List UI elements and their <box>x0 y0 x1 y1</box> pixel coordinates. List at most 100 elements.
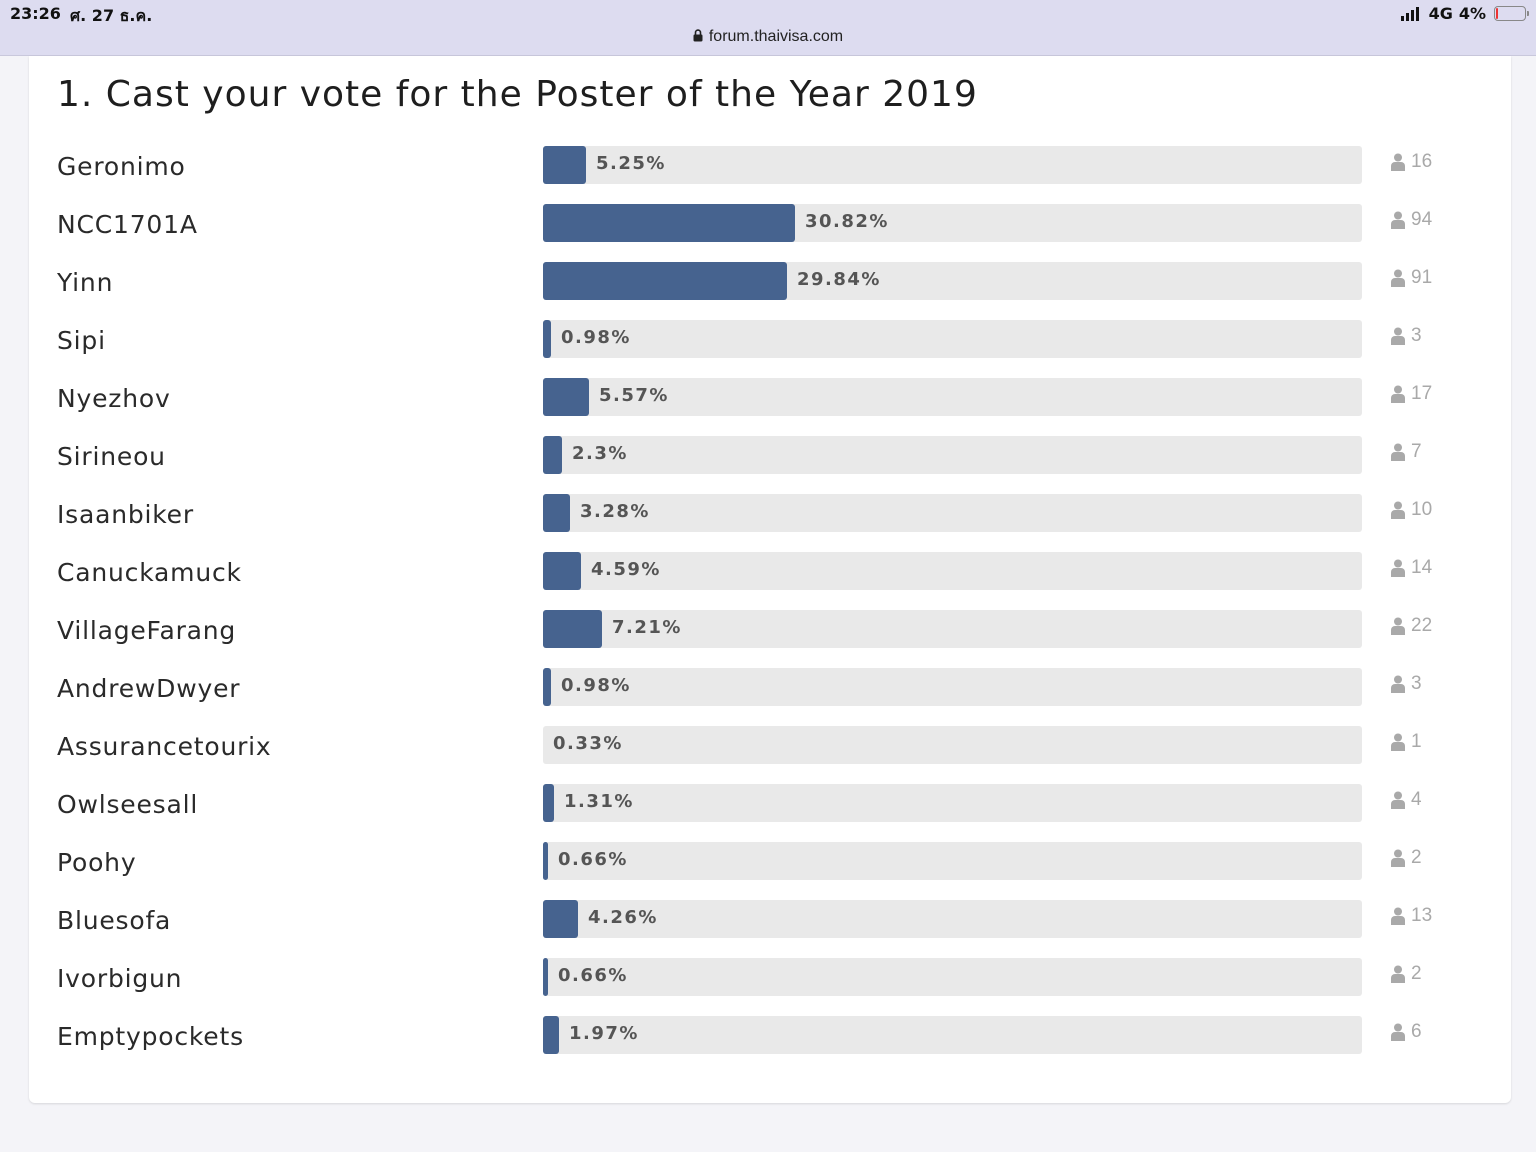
vote-count-number: 17 <box>1411 383 1433 404</box>
poll-title: 1. Cast your vote for the Poster of the … <box>57 74 978 115</box>
option-name: Yinn <box>57 268 114 297</box>
poll-option: Sipi 0.98% 3 <box>29 320 1511 360</box>
result-bar-track: 0.33% <box>543 726 1362 764</box>
result-bar-track: 29.84% <box>543 262 1362 300</box>
user-icon <box>1391 269 1405 287</box>
option-name: Canuckamuck <box>57 558 242 587</box>
poll-option: Ivorbigun 0.66% 2 <box>29 958 1511 998</box>
result-bar-fill <box>543 610 602 648</box>
option-name: Isaanbiker <box>57 500 194 529</box>
option-name: Poohy <box>57 848 137 877</box>
poll-option: Canuckamuck 4.59% 14 <box>29 552 1511 592</box>
poll-option: Emptypockets 1.97% 6 <box>29 1016 1511 1056</box>
vote-count-number: 94 <box>1411 209 1433 230</box>
result-percent: 4.26% <box>588 907 658 928</box>
option-name: Owlseesall <box>57 790 199 819</box>
vote-count-number: 7 <box>1411 441 1422 462</box>
status-time: 23:26 <box>10 4 61 23</box>
option-name: Nyezhov <box>57 384 171 413</box>
result-percent: 0.98% <box>561 327 631 348</box>
option-name: VillageFarang <box>57 616 237 645</box>
vote-count: 16 <box>1391 151 1432 173</box>
vote-count: 2 <box>1391 963 1422 985</box>
result-bar-fill <box>543 320 551 358</box>
lock-icon <box>693 29 703 42</box>
vote-count-number: 3 <box>1411 325 1422 346</box>
option-name: Assurancetourix <box>57 732 272 761</box>
user-icon <box>1391 907 1405 925</box>
option-name: Ivorbigun <box>57 964 183 993</box>
user-icon <box>1391 501 1405 519</box>
user-icon <box>1391 675 1405 693</box>
result-percent: 5.57% <box>599 385 669 406</box>
user-icon <box>1391 1023 1405 1041</box>
vote-count: 3 <box>1391 673 1422 695</box>
result-percent: 0.66% <box>558 849 628 870</box>
result-bar-track: 0.66% <box>543 842 1362 880</box>
user-icon <box>1391 327 1405 345</box>
result-bar-track: 5.57% <box>543 378 1362 416</box>
vote-count: 10 <box>1391 499 1432 521</box>
signal-icon <box>1400 6 1419 21</box>
vote-count-number: 4 <box>1411 789 1422 810</box>
result-bar-track: 4.26% <box>543 900 1362 938</box>
result-bar-fill <box>543 1016 559 1054</box>
user-icon <box>1391 965 1405 983</box>
status-right: 4G 4% <box>1400 4 1529 23</box>
poll-option: Isaanbiker 3.28% 10 <box>29 494 1511 534</box>
result-bar-fill <box>543 784 554 822</box>
result-bar-fill <box>543 958 548 996</box>
network-type: 4G <box>1428 4 1453 23</box>
vote-count-number: 2 <box>1411 847 1422 868</box>
vote-count-number: 16 <box>1411 151 1433 172</box>
vote-count: 94 <box>1391 209 1432 231</box>
address-bar[interactable]: forum.thaivisa.com <box>0 28 1536 46</box>
result-bar-track: 1.97% <box>543 1016 1362 1054</box>
result-bar-track: 1.31% <box>543 784 1362 822</box>
result-percent: 3.28% <box>580 501 650 522</box>
vote-count: 13 <box>1391 905 1432 927</box>
status-date: ศ. 27 ธ.ค. <box>70 6 153 25</box>
result-bar-track: 0.98% <box>543 320 1362 358</box>
user-icon <box>1391 443 1405 461</box>
result-bar-track: 3.28% <box>543 494 1362 532</box>
result-bar-fill <box>543 494 570 532</box>
poll-option: Owlseesall 1.31% 4 <box>29 784 1511 824</box>
result-bar-fill <box>543 436 562 474</box>
vote-count: 1 <box>1391 731 1422 753</box>
result-percent: 30.82% <box>805 211 889 232</box>
user-icon <box>1391 733 1405 751</box>
result-bar-fill <box>543 842 548 880</box>
result-bar-fill <box>543 668 551 706</box>
poll-option: Nyezhov 5.57% 17 <box>29 378 1511 418</box>
option-name: Bluesofa <box>57 906 172 935</box>
result-percent: 1.97% <box>569 1023 639 1044</box>
result-bar-track: 4.59% <box>543 552 1362 590</box>
result-percent: 0.33% <box>553 733 623 754</box>
result-percent: 29.84% <box>797 269 881 290</box>
result-bar-track: 30.82% <box>543 204 1362 242</box>
option-name: NCC1701A <box>57 210 198 239</box>
vote-count: 22 <box>1391 615 1432 637</box>
option-name: Sipi <box>57 326 106 355</box>
option-name: Sirineou <box>57 442 166 471</box>
vote-count-number: 13 <box>1411 905 1433 926</box>
result-bar-fill <box>543 378 589 416</box>
user-icon <box>1391 153 1405 171</box>
user-icon <box>1391 791 1405 809</box>
result-bar-fill <box>543 146 586 184</box>
result-percent: 7.21% <box>612 617 682 638</box>
user-icon <box>1391 617 1405 635</box>
poll-option: Geronimo 5.25% 16 <box>29 146 1511 186</box>
result-bar-fill <box>543 900 578 938</box>
vote-count: 4 <box>1391 789 1422 811</box>
option-name: AndrewDwyer <box>57 674 241 703</box>
poll-option: Sirineou 2.3% 7 <box>29 436 1511 476</box>
vote-count-number: 1 <box>1411 731 1422 752</box>
user-icon <box>1391 385 1405 403</box>
vote-count: 6 <box>1391 1021 1422 1043</box>
result-bar-track: 0.98% <box>543 668 1362 706</box>
user-icon <box>1391 211 1405 229</box>
poll-option: Poohy 0.66% 2 <box>29 842 1511 882</box>
result-percent: 4.59% <box>591 559 661 580</box>
